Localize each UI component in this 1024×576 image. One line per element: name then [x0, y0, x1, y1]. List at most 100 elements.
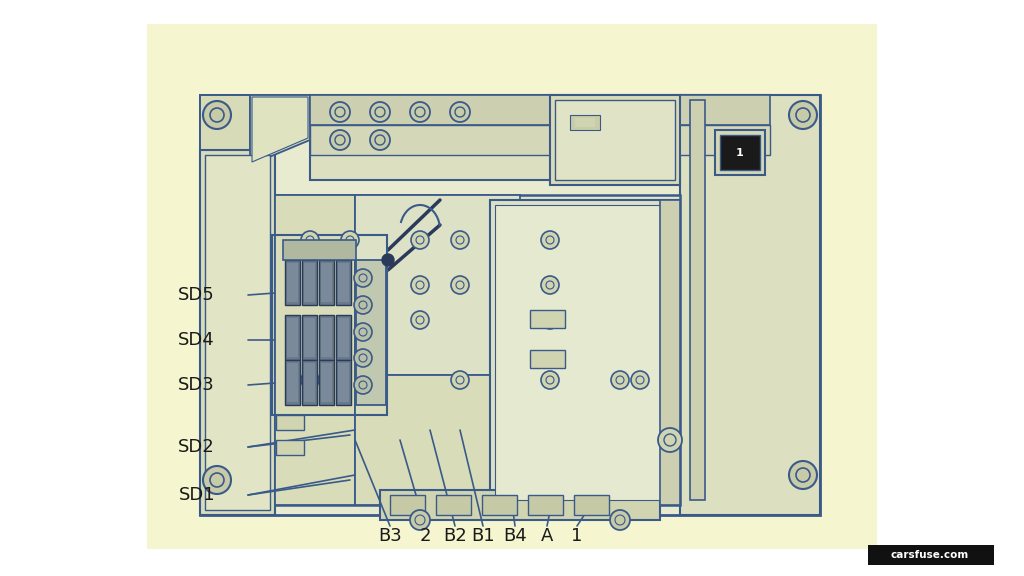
Bar	[287, 263, 298, 302]
Circle shape	[541, 276, 559, 294]
Bar	[495, 205, 675, 500]
Bar	[304, 263, 315, 302]
Bar	[285, 260, 300, 305]
Text: 1: 1	[571, 527, 583, 545]
Circle shape	[410, 102, 430, 122]
Bar	[304, 363, 315, 402]
Bar	[336, 260, 351, 305]
Bar	[310, 95, 770, 125]
Bar	[276, 440, 304, 455]
Circle shape	[610, 510, 630, 530]
Bar	[285, 360, 300, 405]
Circle shape	[541, 311, 559, 329]
Bar	[355, 195, 520, 375]
Circle shape	[301, 231, 319, 249]
Bar	[147, 24, 877, 549]
Circle shape	[451, 231, 469, 249]
Circle shape	[203, 466, 231, 494]
Text: SD2: SD2	[178, 438, 215, 456]
Circle shape	[203, 101, 231, 129]
Circle shape	[341, 231, 359, 249]
Bar	[490, 200, 680, 505]
Circle shape	[658, 428, 682, 452]
Bar	[200, 95, 250, 150]
Bar	[720, 135, 760, 170]
Polygon shape	[252, 97, 308, 162]
Bar	[574, 495, 609, 515]
Bar	[356, 260, 386, 405]
Bar	[275, 195, 680, 505]
Bar	[276, 415, 304, 430]
Bar	[302, 360, 317, 405]
Circle shape	[354, 269, 372, 287]
Bar	[319, 360, 334, 405]
Bar	[336, 315, 351, 360]
Circle shape	[354, 323, 372, 341]
Bar	[530, 310, 565, 328]
Circle shape	[611, 371, 629, 389]
Bar	[200, 150, 275, 515]
Bar	[285, 315, 300, 360]
Circle shape	[451, 371, 469, 389]
Text: A: A	[541, 527, 553, 545]
Bar	[302, 315, 317, 360]
Circle shape	[370, 130, 390, 150]
Bar	[390, 495, 425, 515]
Text: B4: B4	[503, 527, 527, 545]
Bar	[338, 318, 349, 357]
Bar	[310, 95, 770, 180]
Polygon shape	[250, 95, 310, 165]
Text: SD4: SD4	[178, 331, 215, 349]
Bar	[528, 495, 563, 515]
Bar	[200, 95, 820, 515]
Circle shape	[382, 254, 394, 266]
Circle shape	[410, 510, 430, 530]
Bar	[319, 315, 334, 360]
Bar	[287, 318, 298, 357]
Circle shape	[370, 102, 390, 122]
Bar	[770, 95, 820, 150]
Bar	[380, 490, 660, 520]
Circle shape	[451, 276, 469, 294]
Circle shape	[631, 371, 649, 389]
Bar	[338, 263, 349, 302]
Text: SD5: SD5	[178, 286, 215, 304]
Bar	[355, 375, 520, 505]
Circle shape	[541, 231, 559, 249]
Bar	[550, 95, 680, 185]
Bar	[338, 363, 349, 402]
Text: SD1: SD1	[178, 486, 215, 504]
Bar	[680, 95, 820, 515]
Bar	[304, 318, 315, 357]
Bar	[272, 235, 387, 415]
Circle shape	[330, 130, 350, 150]
Circle shape	[541, 371, 559, 389]
Bar	[715, 130, 765, 175]
Bar	[575, 118, 595, 127]
Bar	[570, 115, 600, 130]
Bar	[321, 263, 332, 302]
Bar	[310, 125, 770, 155]
Circle shape	[790, 101, 817, 129]
Bar	[302, 260, 317, 305]
Text: SD3: SD3	[178, 376, 215, 394]
Circle shape	[301, 371, 319, 389]
Circle shape	[411, 311, 429, 329]
Bar	[336, 360, 351, 405]
Circle shape	[354, 296, 372, 314]
Bar	[555, 100, 675, 180]
Bar	[275, 195, 355, 505]
Text: B1: B1	[471, 527, 495, 545]
Text: 1: 1	[736, 148, 743, 158]
Circle shape	[411, 276, 429, 294]
Text: carsfuse.com: carsfuse.com	[891, 550, 969, 560]
Circle shape	[450, 102, 470, 122]
Bar	[660, 200, 680, 505]
Bar	[436, 495, 471, 515]
Bar	[868, 545, 994, 565]
Text: B3: B3	[378, 527, 401, 545]
Bar	[321, 318, 332, 357]
Text: B2: B2	[443, 527, 467, 545]
Bar	[482, 495, 517, 515]
Bar	[690, 100, 705, 500]
